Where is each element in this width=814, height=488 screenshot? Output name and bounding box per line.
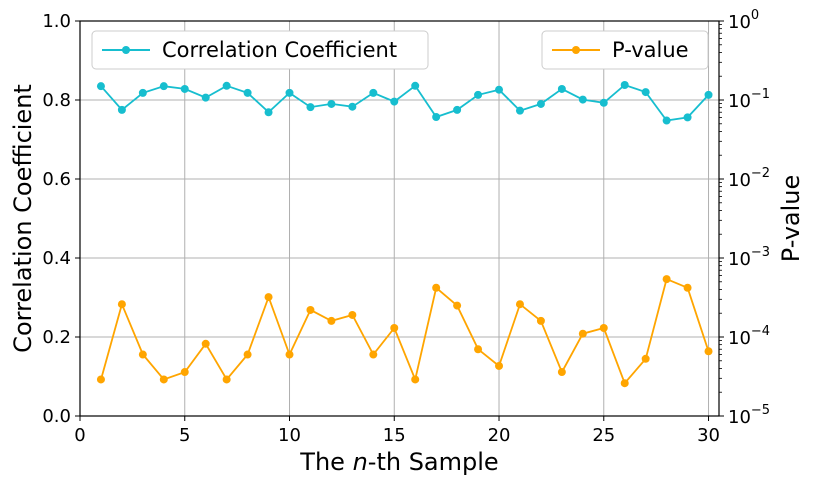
ticks: 0 5 10 15 20 25 30 0.0 0.2 0.4 0.6 0.8 1.0 10−5 10−4 10…: [42, 8, 770, 446]
y-tick-label: 0.4: [42, 248, 71, 269]
y-axis-label: Correlation Coefficient: [9, 84, 37, 353]
data-point: [495, 85, 504, 94]
data-point: [599, 98, 608, 107]
legend-marker: [122, 46, 130, 54]
series-layer: [96, 80, 713, 388]
data-point: [138, 88, 147, 97]
y2-tick-label: 10−1: [728, 87, 770, 112]
x-tick-label: 0: [74, 425, 85, 446]
x-axis-label: The n-th Sample: [299, 448, 498, 476]
x-tick-label: 20: [488, 425, 511, 446]
data-point: [578, 95, 587, 104]
data-point: [96, 82, 105, 91]
legend-marker: [572, 46, 580, 54]
legend-box: [91, 30, 429, 70]
data-point: [474, 345, 483, 354]
data-point: [348, 102, 357, 111]
series-line-p-value: [100, 277, 710, 385]
y-tick-label: 0.6: [42, 169, 71, 190]
data-point: [662, 116, 671, 125]
data-point: [515, 300, 524, 309]
data-point: [369, 350, 378, 359]
x-tick-label: 5: [179, 425, 190, 446]
data-point: [159, 82, 168, 91]
data-point: [453, 105, 462, 114]
data-point: [180, 368, 189, 377]
data-point: [704, 90, 713, 99]
y2-tick-label: 10−3: [728, 245, 770, 270]
data-point: [411, 375, 420, 384]
series-line-correlation: [100, 83, 710, 122]
data-point: [536, 99, 545, 108]
data-point: [453, 301, 462, 310]
data-point: [306, 103, 315, 112]
data-point: [620, 379, 629, 388]
data-point: [285, 350, 294, 359]
data-point: [327, 99, 336, 108]
legend-p-value: P-value: [541, 30, 709, 70]
data-point: [180, 84, 189, 93]
legend-label: P-value: [612, 38, 689, 62]
data-point: [432, 283, 441, 292]
data-point: [117, 105, 126, 114]
data-point: [390, 323, 399, 332]
data-point: [201, 339, 210, 348]
grid: [80, 21, 719, 416]
data-point: [117, 300, 126, 309]
y-tick-label: 0.8: [42, 90, 71, 111]
x-tick-label: 25: [592, 425, 615, 446]
data-point: [474, 90, 483, 99]
data-point: [264, 293, 273, 302]
data-point: [243, 350, 252, 359]
data-point: [662, 275, 671, 284]
data-point: [620, 80, 629, 89]
data-point: [683, 283, 692, 292]
data-point: [243, 88, 252, 97]
data-point: [222, 81, 231, 90]
data-point: [285, 88, 294, 97]
data-point: [557, 84, 566, 93]
data-point: [201, 93, 210, 102]
y2-tick-label: 100: [728, 8, 759, 33]
legend-box: [541, 30, 709, 70]
legend-label: Correlation Coefficient: [162, 38, 397, 62]
data-point: [327, 316, 336, 325]
data-point: [704, 347, 713, 356]
data-point: [432, 112, 441, 121]
data-point: [96, 375, 105, 384]
legend-correlation: Correlation Coefficient: [91, 30, 429, 70]
data-point: [578, 329, 587, 338]
x-tick-label: 10: [278, 425, 301, 446]
data-point: [641, 354, 650, 363]
data-point: [536, 316, 545, 325]
x-tick-label: 30: [697, 425, 720, 446]
data-point: [641, 88, 650, 97]
y2-axis-label: P-value: [777, 175, 805, 263]
x-tick-label: 15: [383, 425, 406, 446]
data-point: [159, 375, 168, 384]
y-tick-label: 0.0: [42, 406, 71, 427]
data-point: [411, 81, 420, 90]
data-point: [390, 97, 399, 106]
data-point: [557, 368, 566, 377]
y2-tick-label: 10−2: [728, 166, 770, 191]
y2-tick-label: 10−4: [728, 324, 770, 349]
y-tick-label: 1.0: [42, 11, 71, 32]
data-point: [369, 88, 378, 97]
plot-frame: [79, 20, 720, 417]
y-tick-label: 0.2: [42, 327, 71, 348]
data-point: [515, 106, 524, 115]
data-point: [683, 113, 692, 122]
data-point: [264, 108, 273, 117]
data-point: [495, 361, 504, 370]
data-point: [599, 323, 608, 332]
data-point: [306, 305, 315, 314]
data-point: [222, 375, 231, 384]
data-point: [348, 310, 357, 319]
y2-tick-label: 10−5: [728, 403, 770, 428]
data-point: [138, 350, 147, 359]
